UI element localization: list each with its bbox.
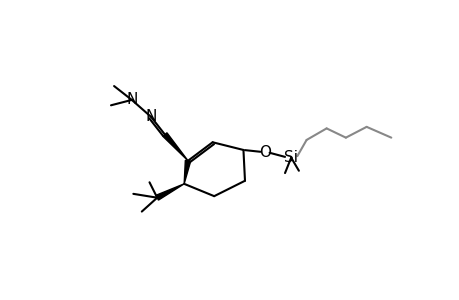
Text: O: O — [258, 145, 270, 160]
Text: N: N — [126, 92, 137, 107]
Polygon shape — [156, 184, 184, 200]
Text: N: N — [145, 109, 157, 124]
Polygon shape — [184, 160, 190, 184]
Text: Si: Si — [284, 150, 297, 165]
Polygon shape — [162, 133, 188, 161]
